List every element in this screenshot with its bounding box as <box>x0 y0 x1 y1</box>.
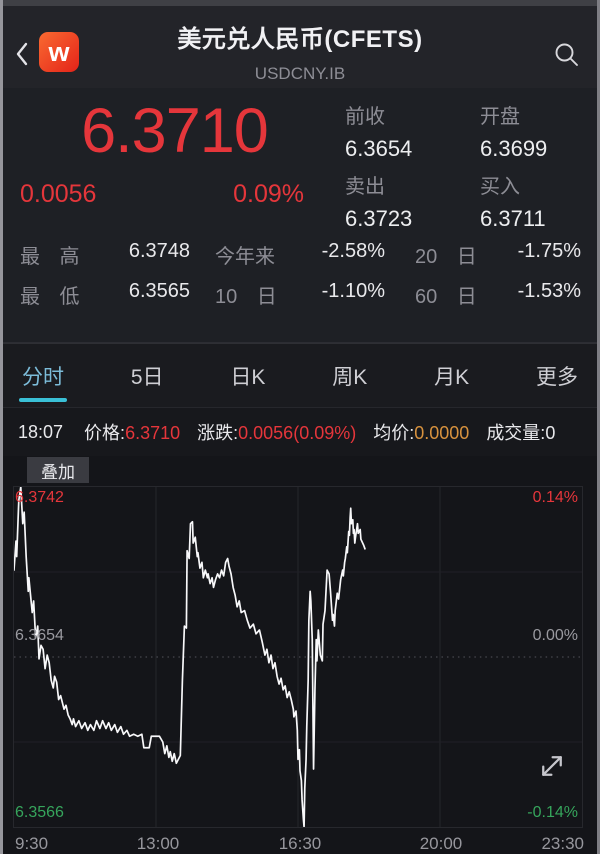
screen-right-edge <box>597 0 600 854</box>
stat-label: 10 日 <box>215 286 277 308</box>
tab-monthly-k[interactable]: 月K <box>434 344 469 408</box>
x-tick-1630: 16:30 <box>278 834 322 853</box>
price-change-percent: 0.09% <box>233 180 304 208</box>
field-label: 前收 <box>345 106 385 128</box>
stats-row-low: 最 低 6.3565 10 日 -1.10% 60 日 -1.53% <box>0 280 600 308</box>
last-price: 6.3710 <box>81 96 269 166</box>
chart-section: 叠加 6.3742 0.14% 6.3654 0.00% 6.3566 -0.1… <box>0 456 600 854</box>
search-button[interactable] <box>550 38 582 70</box>
y-label-low: 6.3566 <box>15 804 64 821</box>
stat-value: -2.58% <box>321 240 385 262</box>
field-label: 开盘 <box>480 106 520 128</box>
stat-label: 20 日 <box>415 246 477 268</box>
screen-top-edge <box>0 0 600 6</box>
field-value: 6.3699 <box>480 136 548 161</box>
field-label: 卖出 <box>345 176 385 198</box>
price-change: 0.0056 <box>20 180 97 208</box>
tab-daily-k[interactable]: 日K <box>230 344 265 408</box>
status-label: 价格: <box>84 423 126 443</box>
wind-app-logo[interactable]: w <box>39 32 79 72</box>
y-label-mid-pct: 0.00% <box>532 627 578 644</box>
tab-5day[interactable]: 5日 <box>131 344 164 408</box>
y-label-low-pct: -0.14% <box>527 804 578 821</box>
stat-label: 今年来 <box>215 246 275 268</box>
back-button[interactable] <box>8 36 36 72</box>
tab-label: 更多 <box>535 365 578 389</box>
header: w 美元兑人民币(CFETS) USDCNY.IB <box>0 6 600 88</box>
intraday-chart-plot[interactable] <box>13 486 583 828</box>
tab-label: 分时 <box>22 365 64 389</box>
x-tick-0930: 9:30 <box>15 834 49 853</box>
status-value: 0.0056(0.09%) <box>238 423 357 443</box>
tab-label: 周K <box>332 365 368 389</box>
x-tick-1300: 13:00 <box>136 834 180 853</box>
status-value: 6.3710 <box>125 423 181 443</box>
field-label: 买入 <box>480 176 520 198</box>
fullscreen-button[interactable] <box>534 748 570 784</box>
stat-value: 6.3565 <box>128 280 190 302</box>
status-value: 0.0000 <box>414 423 470 443</box>
status-change: 涨跌:0.0056(0.09%) <box>197 419 356 445</box>
field-value: 6.3723 <box>345 206 413 231</box>
status-label: 均价: <box>373 423 415 443</box>
stat-label: 60 日 <box>415 286 477 308</box>
search-icon <box>555 43 578 66</box>
status-price: 价格:6.3710 <box>84 419 180 445</box>
status-label: 涨跌: <box>197 423 239 443</box>
expand-diagonal-icon <box>542 756 562 776</box>
status-average: 均价:0.0000 <box>373 419 469 445</box>
stat-label: 最 高 <box>20 246 80 268</box>
status-time: 18:07 <box>18 421 64 442</box>
status-value: 0 <box>545 423 556 443</box>
field-ask: 卖出 6.3723 <box>345 170 475 232</box>
period-tabbar: 分时 5日 日K 周K 月K 更多 <box>0 343 600 407</box>
stats-row-high: 最 高 6.3748 今年来 -2.58% 20 日 -1.75% <box>0 240 600 268</box>
chevron-left-icon <box>16 42 28 66</box>
stat-value: 6.3748 <box>128 240 190 262</box>
stat-value: -1.10% <box>321 280 385 302</box>
quote-panel: 6.3710 0.0056 0.09% 前收 6.3654 开盘 6.3699 … <box>0 88 600 343</box>
logo-letter: w <box>48 37 70 67</box>
x-tick-2000: 20:00 <box>419 834 463 853</box>
instrument-code: USDCNY.IB <box>254 64 346 83</box>
y-label-high: 6.3742 <box>15 489 64 506</box>
field-prev-close: 前收 6.3654 <box>345 100 475 162</box>
active-tab-underline <box>19 397 67 402</box>
stat-value: -1.53% <box>517 280 581 302</box>
y-label-high-pct: 0.14% <box>532 489 578 506</box>
x-tick-2330: 23:30 <box>541 834 584 853</box>
stat-value: -1.75% <box>517 240 581 262</box>
tab-label: 月K <box>434 365 470 389</box>
screen-left-edge <box>0 0 3 854</box>
tab-weekly-k[interactable]: 周K <box>332 344 367 408</box>
field-bid: 买入 6.3711 <box>480 170 600 232</box>
tab-label: 日K <box>230 365 266 389</box>
field-value: 6.3654 <box>345 136 413 161</box>
tab-minute[interactable]: 分时 <box>19 344 67 408</box>
field-value: 6.3711 <box>480 206 546 231</box>
field-open: 开盘 6.3699 <box>480 100 600 162</box>
status-volume: 成交量:0 <box>486 419 555 445</box>
status-label: 成交量: <box>486 423 546 443</box>
price-line-chart <box>14 487 582 827</box>
tab-label: 5日 <box>130 365 164 389</box>
stat-label: 最 低 <box>20 286 80 308</box>
page-title: 美元兑人民币(CFETS) <box>177 26 423 53</box>
tab-more[interactable]: 更多 <box>536 344 578 408</box>
crosshair-status-row: 18:07 价格:6.3710 涨跌:0.0056(0.09%) 均价:0.00… <box>0 407 600 456</box>
y-label-mid: 6.3654 <box>15 627 64 644</box>
overlay-button[interactable]: 叠加 <box>27 457 89 483</box>
